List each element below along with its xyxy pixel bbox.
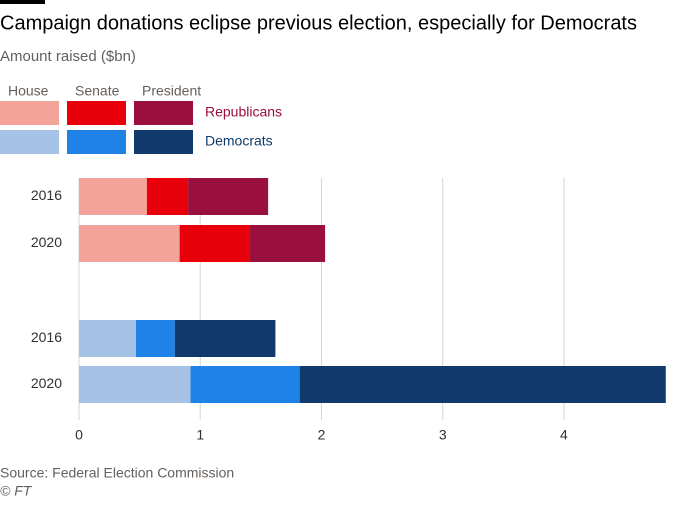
- y-tick-label: 2016: [31, 187, 62, 203]
- top-rule: [0, 0, 45, 4]
- bar-segment: [190, 366, 300, 403]
- legend-swatch: [134, 130, 193, 154]
- y-tick-label: 2020: [31, 234, 62, 250]
- chart-subtitle: Amount raised ($bn): [0, 48, 136, 65]
- credit: © FT: [0, 483, 33, 499]
- legend-header: Senate: [75, 83, 120, 99]
- legend-label: Republicans: [205, 104, 282, 120]
- bar-segment: [79, 320, 136, 357]
- x-tick-label: 0: [75, 427, 83, 443]
- bar-segment: [249, 225, 326, 262]
- x-tick-label: 2: [318, 427, 326, 443]
- source: Source: Federal Election Commission: [0, 465, 234, 481]
- bar-segment: [146, 178, 189, 215]
- bar-segment: [79, 366, 191, 403]
- legend-swatch: [0, 130, 59, 154]
- bar-segment: [179, 225, 250, 262]
- bar-segment: [79, 178, 147, 215]
- legend-swatch: [67, 101, 126, 125]
- bar-segment: [188, 178, 269, 215]
- legend-header: President: [142, 83, 201, 99]
- bar-segment: [79, 225, 180, 262]
- bar-segment: [135, 320, 175, 357]
- legend-swatch: [0, 101, 59, 125]
- x-tick-label: 3: [439, 427, 447, 443]
- chart-title: Campaign donations eclipse previous elec…: [0, 12, 637, 34]
- legend-swatch: [67, 130, 126, 154]
- x-tick-label: 4: [560, 427, 568, 443]
- legend-swatch: [134, 101, 193, 125]
- bar-segment: [174, 320, 276, 357]
- bar-segment: [299, 366, 666, 403]
- y-tick-label: 2020: [31, 375, 62, 391]
- y-tick-label: 2016: [31, 329, 62, 345]
- x-tick-label: 1: [196, 427, 204, 443]
- legend-header: House: [8, 83, 49, 99]
- legend-label: Democrats: [205, 133, 273, 149]
